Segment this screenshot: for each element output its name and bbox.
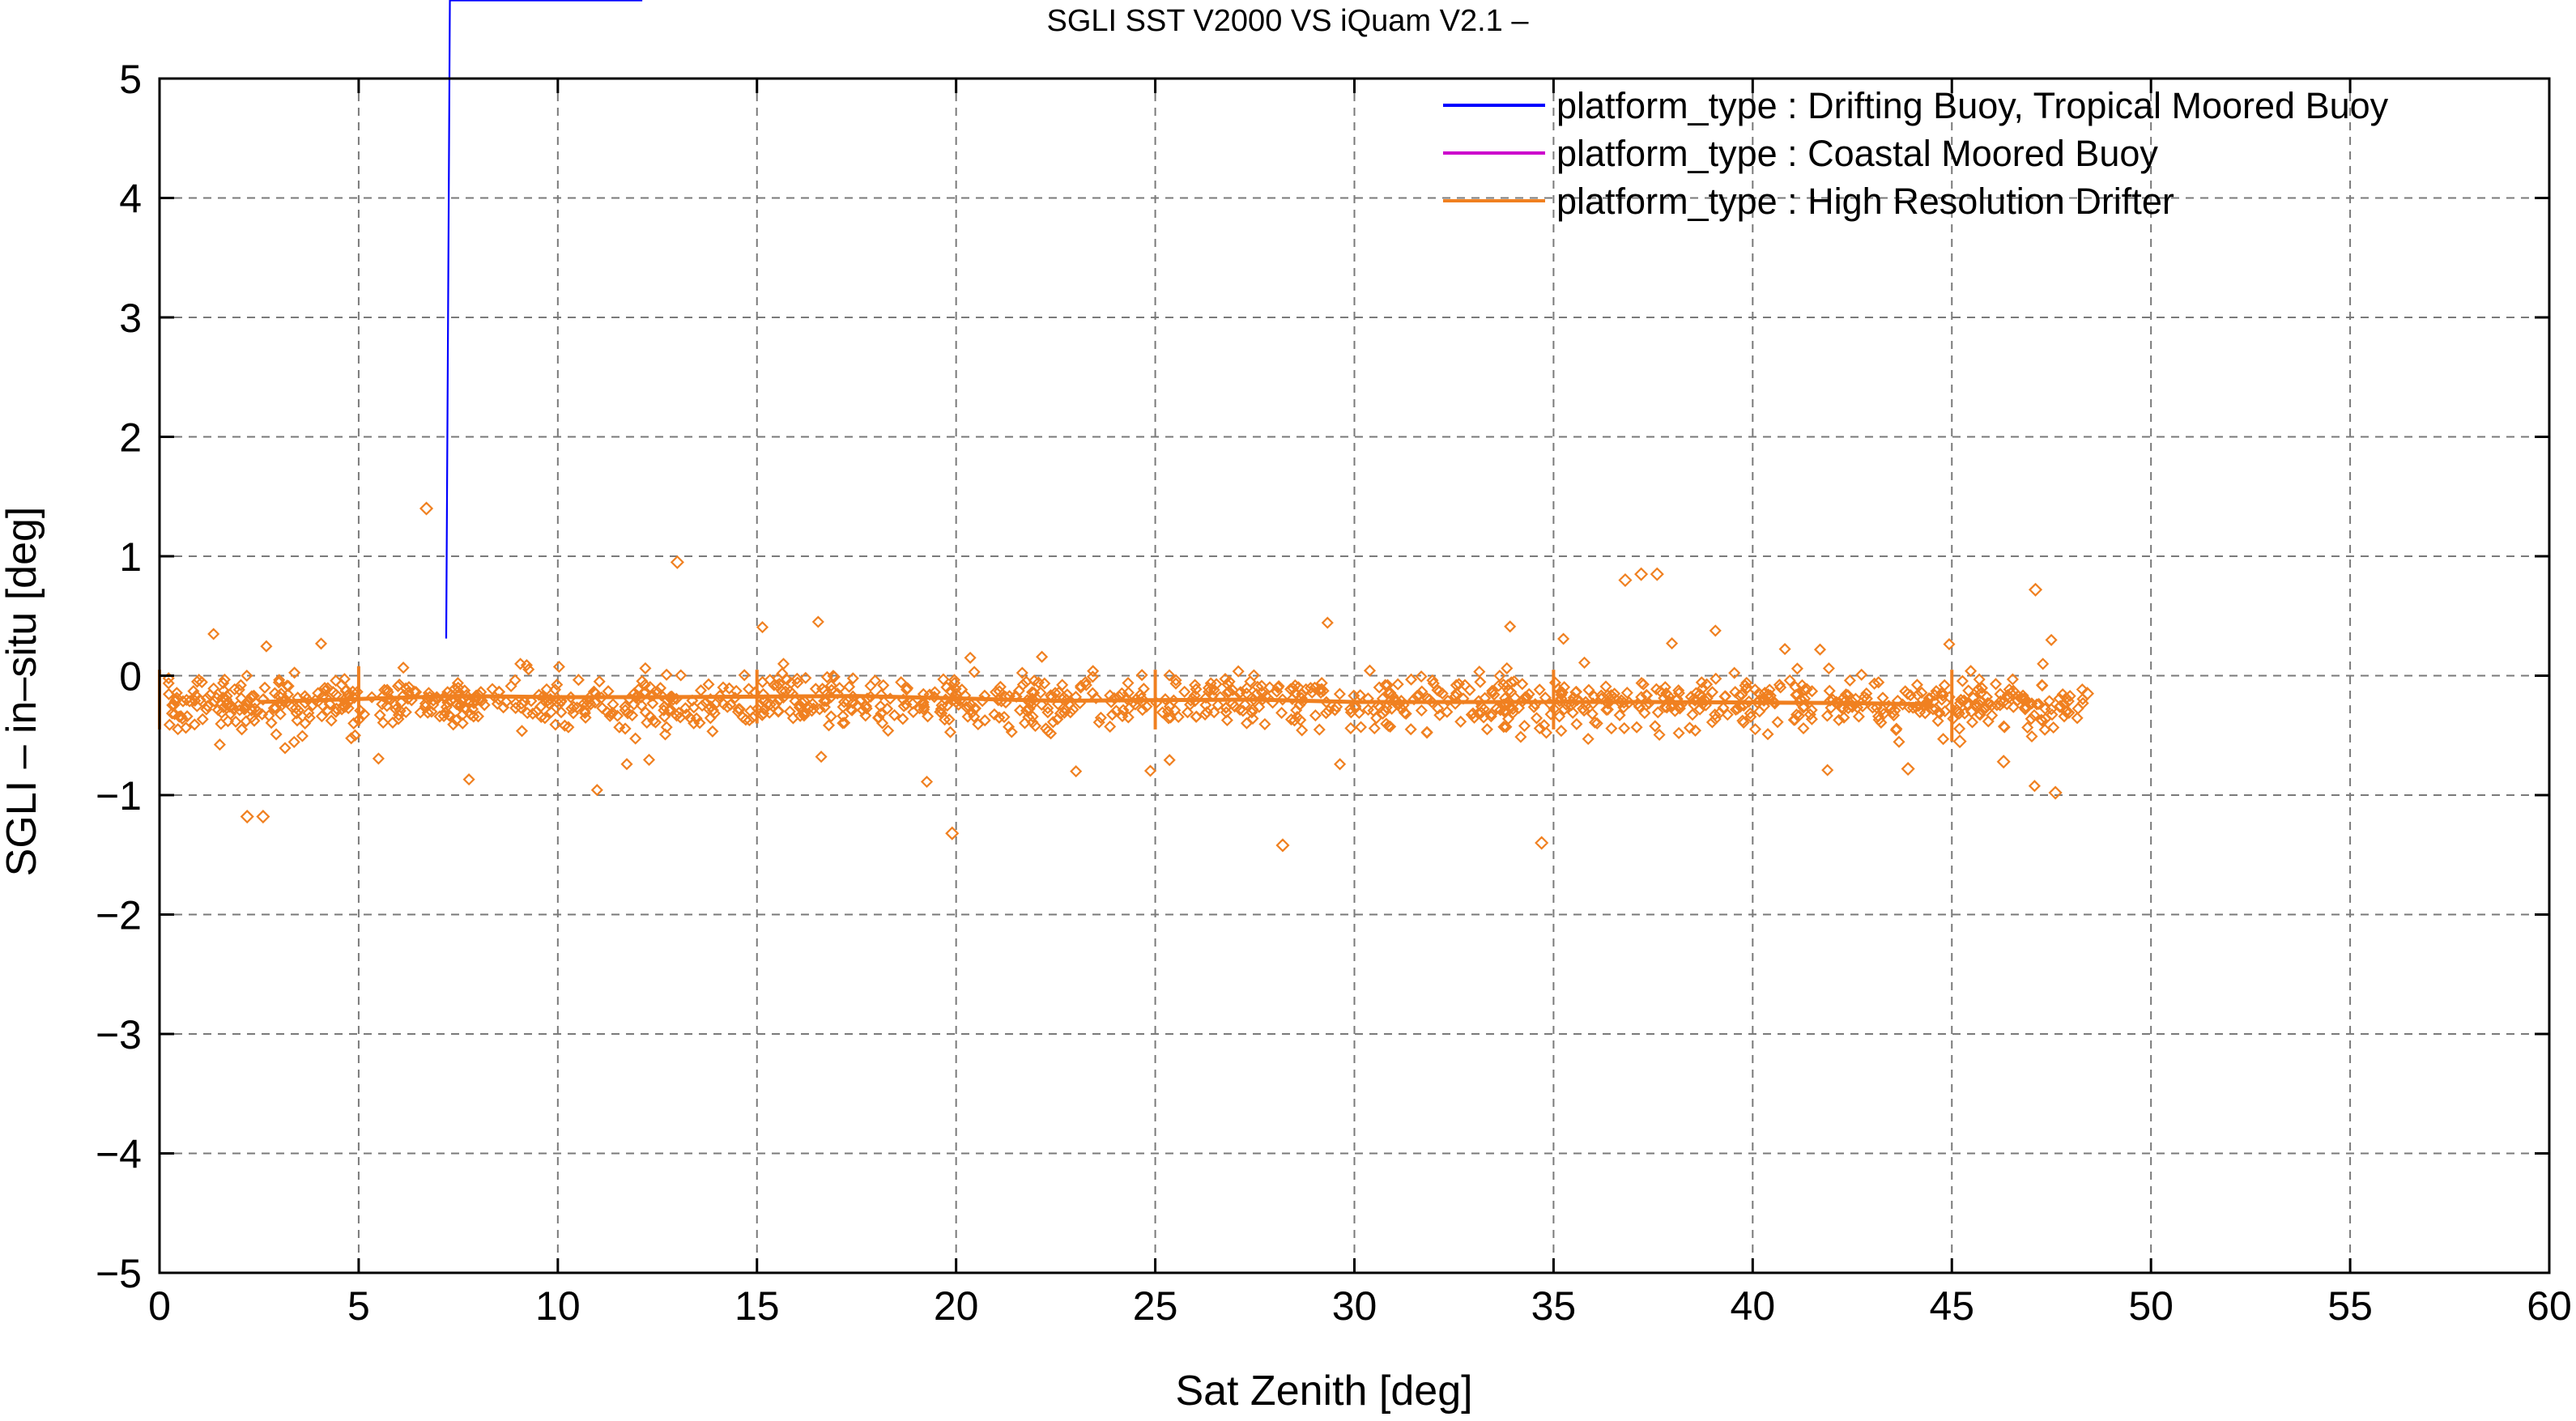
y-tick-label: 3 xyxy=(119,296,142,341)
chart-title: SGLI SST V2000 VS iQuam V2.1 – xyxy=(1047,4,1530,38)
y-tick-label: 0 xyxy=(119,654,142,700)
y-tick-label: −3 xyxy=(96,1012,142,1057)
x-tick-label: 15 xyxy=(734,1283,780,1329)
x-tick-label: 50 xyxy=(2128,1283,2174,1329)
x-tick-label: 10 xyxy=(535,1283,581,1329)
y-tick-label: 1 xyxy=(119,534,142,580)
y-tick-label: −2 xyxy=(96,893,142,938)
legend-label: platform_type : High Resolution Drifter xyxy=(1556,181,2174,222)
x-tick-label: 60 xyxy=(2527,1283,2572,1329)
x-tick-label: 45 xyxy=(1929,1283,1974,1329)
y-tick-label: −4 xyxy=(96,1132,142,1177)
x-tick-label: 5 xyxy=(347,1283,370,1329)
legend-label: platform_type : Drifting Buoy, Tropical … xyxy=(1556,85,2389,126)
y-tick-label: 5 xyxy=(119,57,142,102)
legend: platform_type : Drifting Buoy, Tropical … xyxy=(1443,85,2389,222)
legend-label: platform_type : Coastal Moored Buoy xyxy=(1556,133,2158,174)
y-tick-label: 4 xyxy=(119,177,142,222)
y-tick-label: −5 xyxy=(96,1251,142,1296)
y-tick-label: 2 xyxy=(119,415,142,461)
x-tick-label: 55 xyxy=(2327,1283,2373,1329)
x-tick-label: 20 xyxy=(934,1283,979,1329)
mean-line-path xyxy=(258,694,1932,707)
x-axis-label: Sat Zenith [deg] xyxy=(1175,1368,1472,1415)
grid-lines xyxy=(160,79,2549,1273)
y-axis-label: SGLI – in–situ [deg] xyxy=(0,507,45,877)
x-tick-label: 25 xyxy=(1133,1283,1178,1329)
x-tick-label: 0 xyxy=(148,1283,171,1329)
x-tick-label: 40 xyxy=(1731,1283,1776,1329)
y-tick-label: −1 xyxy=(96,773,142,819)
x-tick-label: 30 xyxy=(1332,1283,1377,1329)
x-tick-label: 35 xyxy=(1531,1283,1577,1329)
